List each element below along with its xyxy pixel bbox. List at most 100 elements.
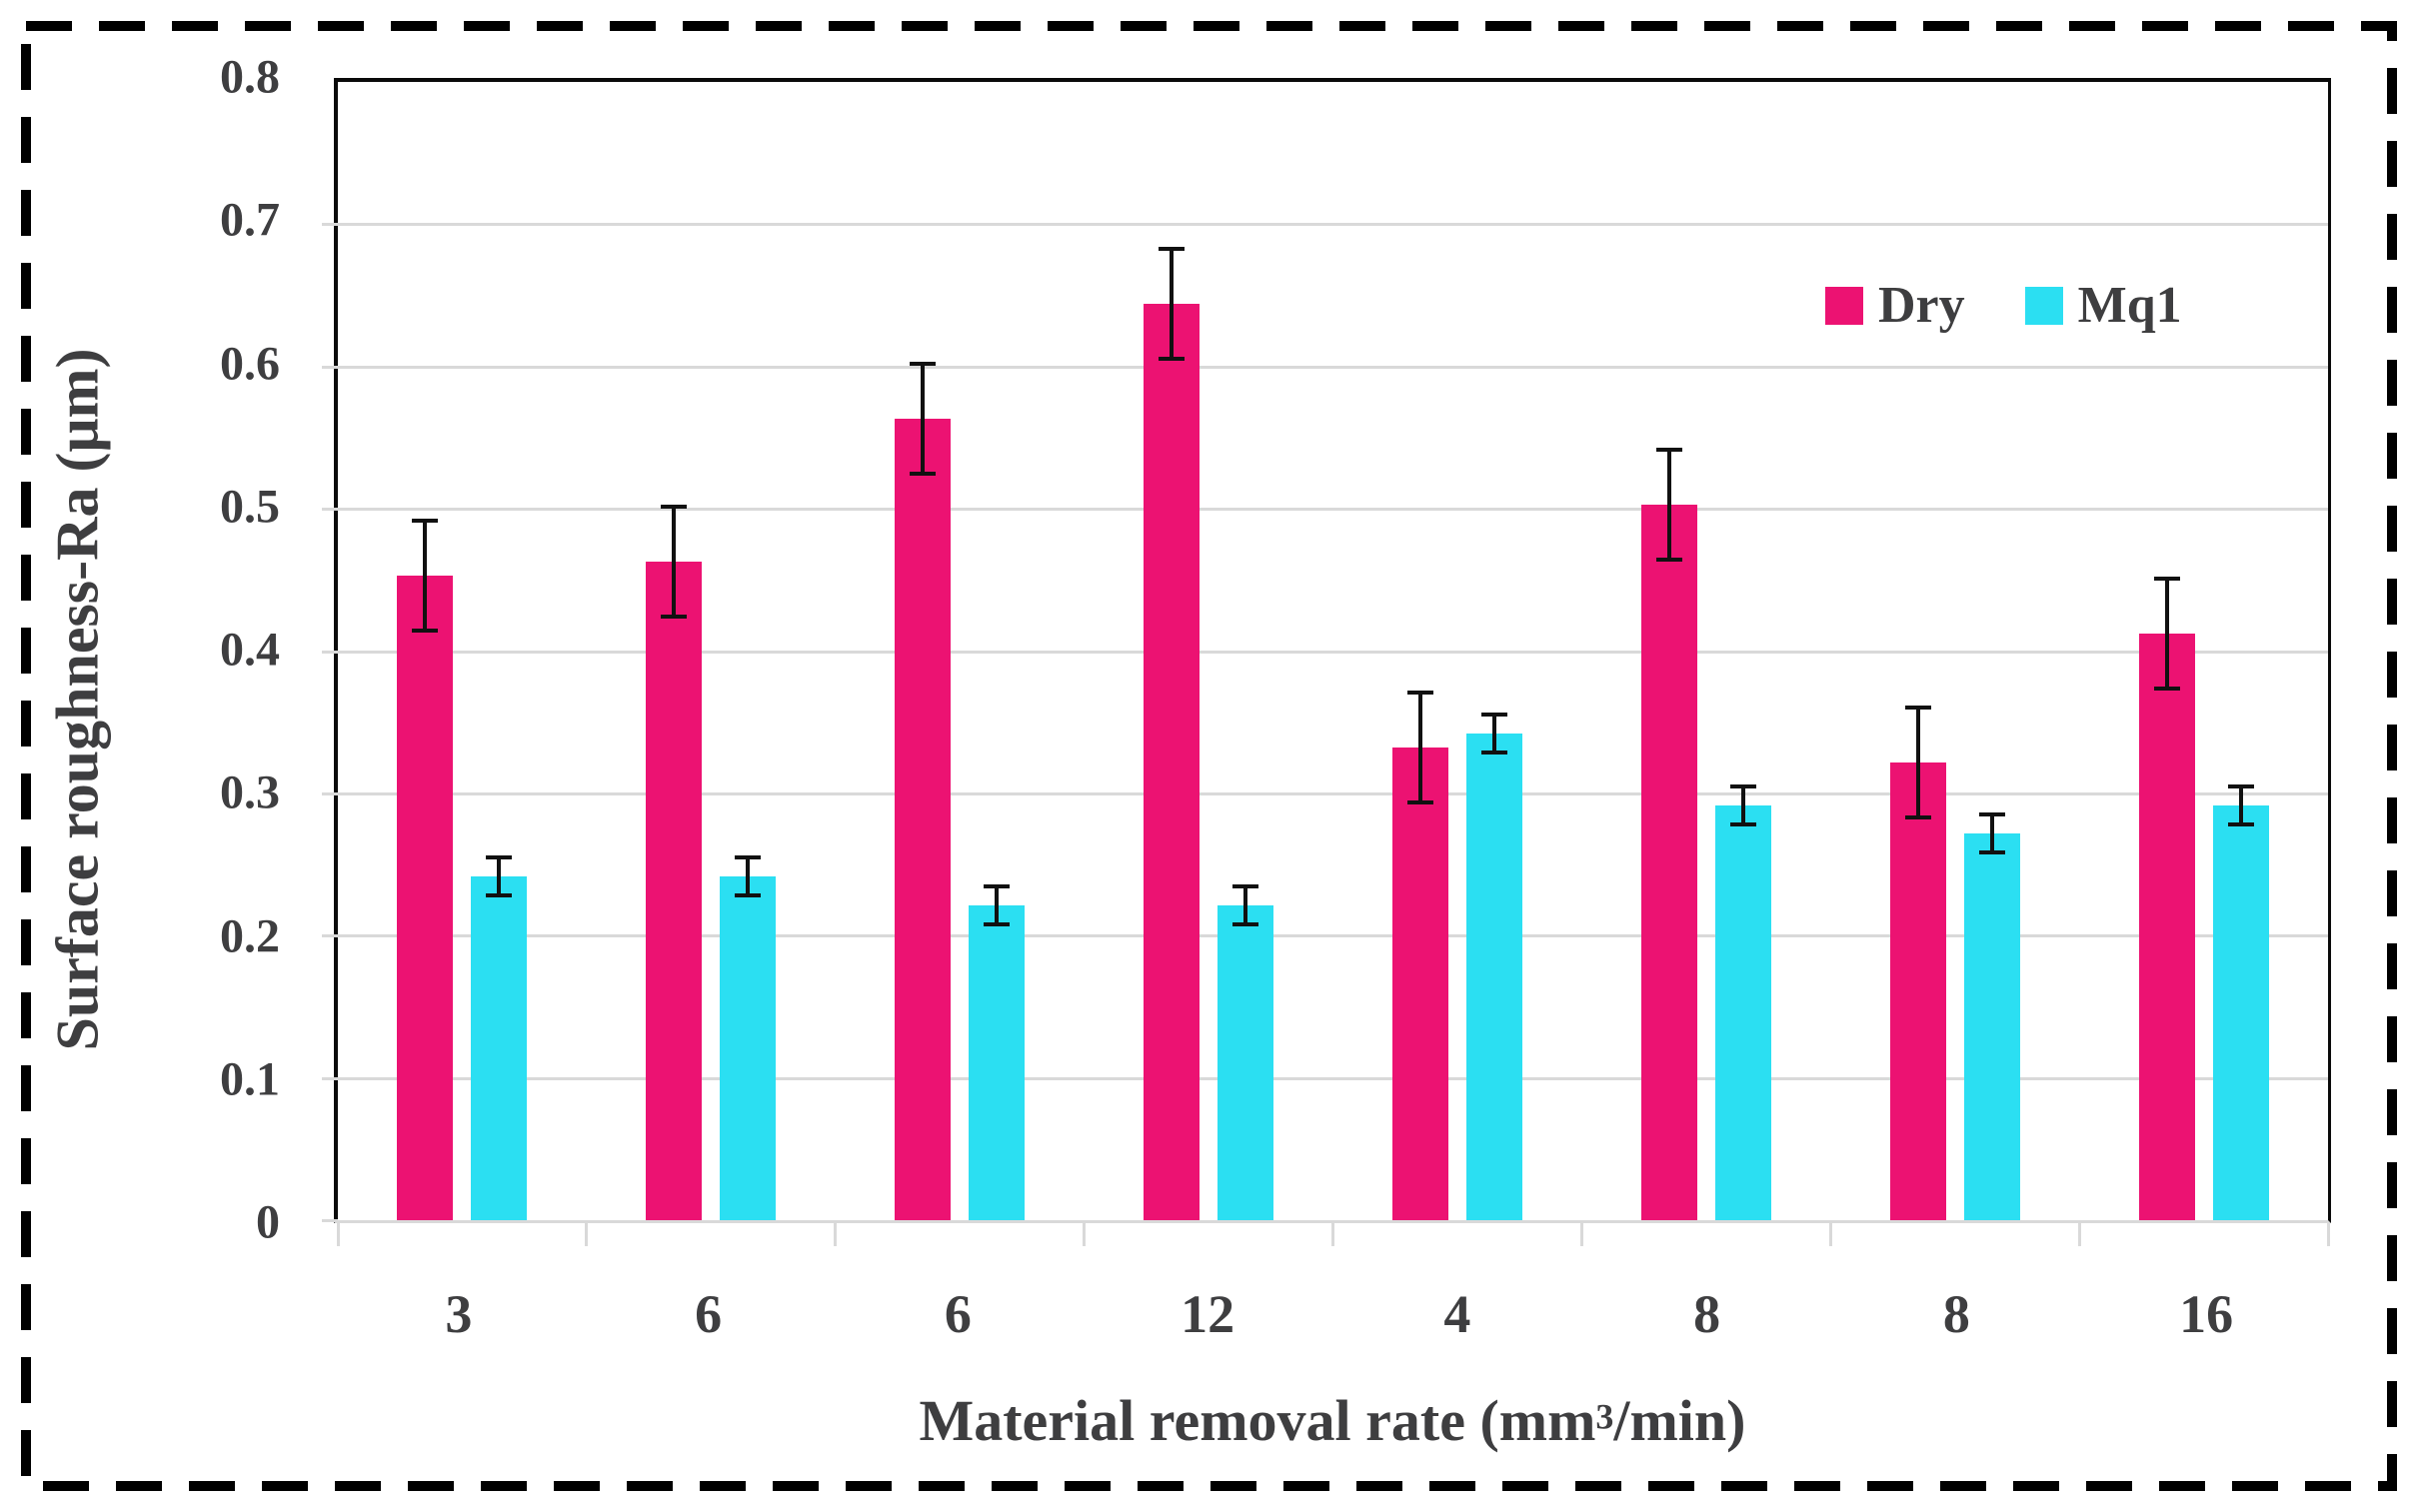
gridline [338,1076,2328,1080]
bar-mq1 [969,884,1026,1220]
bar-dry [1640,448,1697,1220]
error-bar-vline [423,519,428,633]
error-bar-vline [1243,884,1248,926]
error-bar [1406,691,1433,804]
error-bar-cap-top [1655,448,1682,452]
error-bar-cap-bot [661,615,688,619]
error-bar-cap-bot [2227,822,2254,826]
error-bar-cap-top [984,884,1011,888]
x-tick-mark [1331,1223,1334,1246]
error-bar-vline [746,855,751,897]
error-bar-cap-top [486,855,513,859]
error-bar [1729,784,1756,826]
error-bar-cap-bot [412,629,439,633]
bar-group [836,82,1085,1220]
error-bar [735,855,762,897]
error-bar-cap-bot [984,922,1011,926]
error-bar-vline [1491,713,1496,755]
error-bar-cap-top [1729,784,1756,788]
x-tick-mark [585,1223,589,1246]
error-bar [984,884,1011,926]
x-tick-label: 4 [1443,1284,1471,1344]
error-bar-cap-top [1406,691,1433,695]
y-tick-mark [322,650,338,654]
bar-mq1 [1217,884,1274,1220]
y-tick-mark [322,365,338,369]
x-tick-label: 3 [445,1284,473,1344]
x-axis-title-units: /min) [1613,1388,1746,1453]
y-tick-label: 0.6 [220,336,280,390]
x-tick-label: 12 [1181,1284,1235,1344]
error-bar-cap-top [661,505,688,509]
bar-group [1085,82,1333,1220]
bar-mq1 [471,855,528,1220]
x-tick-label: 16 [2179,1284,2234,1344]
error-bar [1480,713,1507,755]
bar-group [1830,82,2079,1220]
x-tick-label: 6 [695,1284,723,1344]
error-bar-cap-bot [2153,687,2180,691]
error-bar-vline [921,362,926,476]
legend-item-mq1: Mq1 [2024,277,2182,334]
error-bar-cap-top [1904,706,1931,710]
error-bar [1978,812,2005,854]
error-bar-cap-top [2153,577,2180,581]
x-tick-mark [834,1223,838,1246]
y-tick-mark [322,934,338,938]
error-bar-cap-bot [1978,850,2005,854]
y-tick-label: 0.5 [220,480,280,534]
gridline [338,650,2328,654]
error-bar-vline [497,855,502,897]
bar-group [1333,82,1582,1220]
error-bar-cap-bot [910,472,937,476]
error-bar-cap-bot [1480,751,1507,755]
bar-group [338,82,587,1220]
y-tick-label: 0.4 [220,623,280,677]
y-tick-mark [322,508,338,512]
legend: Dry Mq1 [1825,280,2182,332]
x-axis-title: Material removal rate (mm3/min) [334,1387,2331,1454]
y-tick-label: 0.8 [220,50,280,104]
error-bar [1655,448,1682,562]
error-bar-cap-bot [1655,558,1682,562]
x-tick-mark [2326,1223,2330,1246]
x-tick-mark [1828,1223,1832,1246]
error-bar-cap-bot [486,893,513,897]
y-tick-mark [322,1219,338,1222]
bar-group [2079,82,2328,1220]
error-bar-vline [1170,247,1175,361]
legend-item-dry: Dry [1825,280,1965,332]
error-bar-cap-top [1159,247,1186,251]
legend-label-dry: Dry [1878,277,1965,334]
error-bar-cap-bot [1406,800,1433,804]
bar-dry [1144,247,1201,1220]
plot-area [322,78,2331,1246]
error-bar [2153,577,2180,691]
x-tick-label: 8 [1942,1284,1970,1344]
x-tick-mark [336,1223,340,1246]
y-axis-tick-labels: 0 0.1 0.2 0.3 0.4 0.5 0.6 0.7 0.8 [0,50,280,1248]
bar-mq1 [2212,784,2269,1220]
x-axis-title-superscript: 3 [1595,1396,1614,1437]
bar-mq1 [1465,713,1522,1220]
gridline [338,223,2328,227]
bar-dry [2138,577,2195,1220]
error-bar-cap-top [412,519,439,523]
legend-swatch-dry [1825,287,1863,325]
legend-swatch-mq1 [2024,287,2063,325]
y-tick-label: 0.3 [220,765,280,819]
bar-group [1581,82,1830,1220]
error-bar-cap-top [1232,884,1259,888]
error-bar [1904,706,1931,819]
bar-dry [646,505,703,1220]
legend-label-mq1: Mq1 [2077,277,2182,334]
error-bar-vline [1989,812,1994,854]
error-bar-vline [1915,706,1920,819]
gridline [338,791,2328,795]
error-bar-cap-top [910,362,937,366]
error-bar-cap-top [1978,812,2005,816]
error-bar-cap-bot [1729,822,1756,826]
error-bar-vline [2164,577,2169,691]
error-bar-cap-bot [1904,815,1931,819]
